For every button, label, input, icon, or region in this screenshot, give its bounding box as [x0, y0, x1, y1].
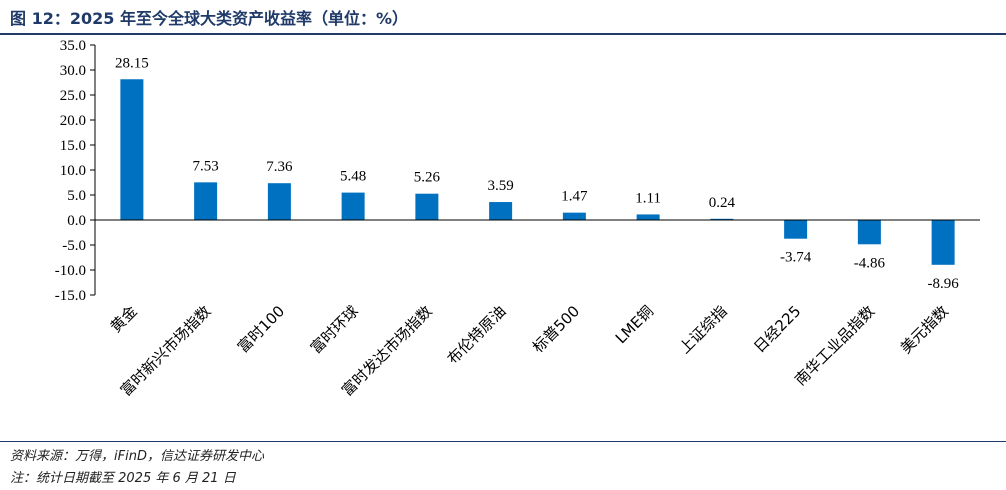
bar — [931, 220, 955, 265]
y-axis: 35.0 30.0 25.0 20.0 15.0 10.0 5.0 0.0 -5.0 -10.0 -… — [55, 38, 96, 304]
y-tick-label: 15.0 — [60, 138, 86, 154]
data-label: 5.26 — [414, 170, 441, 186]
data-label: 7.36 — [266, 159, 293, 175]
x-tick-label: 黄金 — [107, 302, 141, 336]
y-tick-label: 35.0 — [60, 38, 86, 54]
y-tick-label: -15.0 — [55, 288, 86, 304]
bar-chart: 35.0 30.0 25.0 20.0 15.0 10.0 5.0 0.0 -5.0 -10.0 -… — [55, 38, 980, 400]
title-bar: 图 12：2025 年至今全球大类资产收益率（单位：%） — [0, 0, 1006, 35]
bar — [710, 218, 734, 220]
data-label: 0.24 — [709, 195, 736, 211]
x-tick-label: 日经225 — [750, 302, 804, 356]
bars — [120, 79, 955, 265]
y-tick-label: -5.0 — [62, 238, 86, 254]
x-tick-label: 美元指数 — [897, 302, 952, 357]
bar — [120, 79, 144, 220]
bar — [784, 220, 808, 239]
bar — [489, 202, 513, 220]
bar — [562, 212, 586, 220]
x-tick-label: 标普500 — [529, 302, 583, 356]
bar — [341, 192, 365, 220]
x-tick-label: 布伦特原油 — [444, 302, 510, 368]
y-tick-label: 25.0 — [60, 88, 86, 104]
y-tick-label: 0.0 — [67, 213, 86, 229]
data-label: -3.74 — [780, 250, 812, 266]
data-labels: 28.15 7.53 7.36 5.48 5.26 3.59 1.47 1.11 0.24 -3.… — [115, 55, 959, 292]
x-tick-label: 富时100 — [234, 302, 288, 356]
data-label: 5.48 — [340, 169, 366, 185]
date-note: 注：统计日期截至 2025 年 6 月 21 日 — [10, 471, 236, 486]
bar — [857, 220, 881, 245]
y-tick-label: 10.0 — [60, 163, 86, 179]
data-label: 1.11 — [635, 190, 661, 206]
bar — [194, 182, 218, 220]
data-label: 7.53 — [193, 158, 219, 174]
x-tick-label: 上证综指 — [676, 302, 731, 357]
data-label: -8.96 — [928, 276, 960, 292]
bar — [267, 183, 291, 220]
y-tick-label: 20.0 — [60, 113, 86, 129]
x-tick-label: 富时环球 — [307, 302, 362, 357]
data-label: 3.59 — [488, 178, 514, 194]
y-tick-label: 5.0 — [67, 188, 86, 204]
data-label: 28.15 — [115, 55, 149, 71]
footer-rule — [0, 441, 1006, 442]
y-tick-label: -10.0 — [55, 263, 86, 279]
x-tick-label: LME铜 — [612, 302, 657, 347]
title-rule — [0, 33, 1006, 35]
y-tick-label: 30.0 — [60, 63, 86, 79]
data-label: 1.47 — [561, 189, 588, 205]
chart-title: 图 12：2025 年至今全球大类资产收益率（单位：%） — [10, 9, 408, 28]
x-tick-label: 南华工业品指数 — [791, 302, 878, 389]
bar — [636, 214, 660, 220]
data-label: -4.86 — [854, 255, 886, 271]
bar — [415, 193, 439, 220]
source-note: 资料来源：万得，iFinD，信达证券研发中心 — [10, 449, 264, 464]
